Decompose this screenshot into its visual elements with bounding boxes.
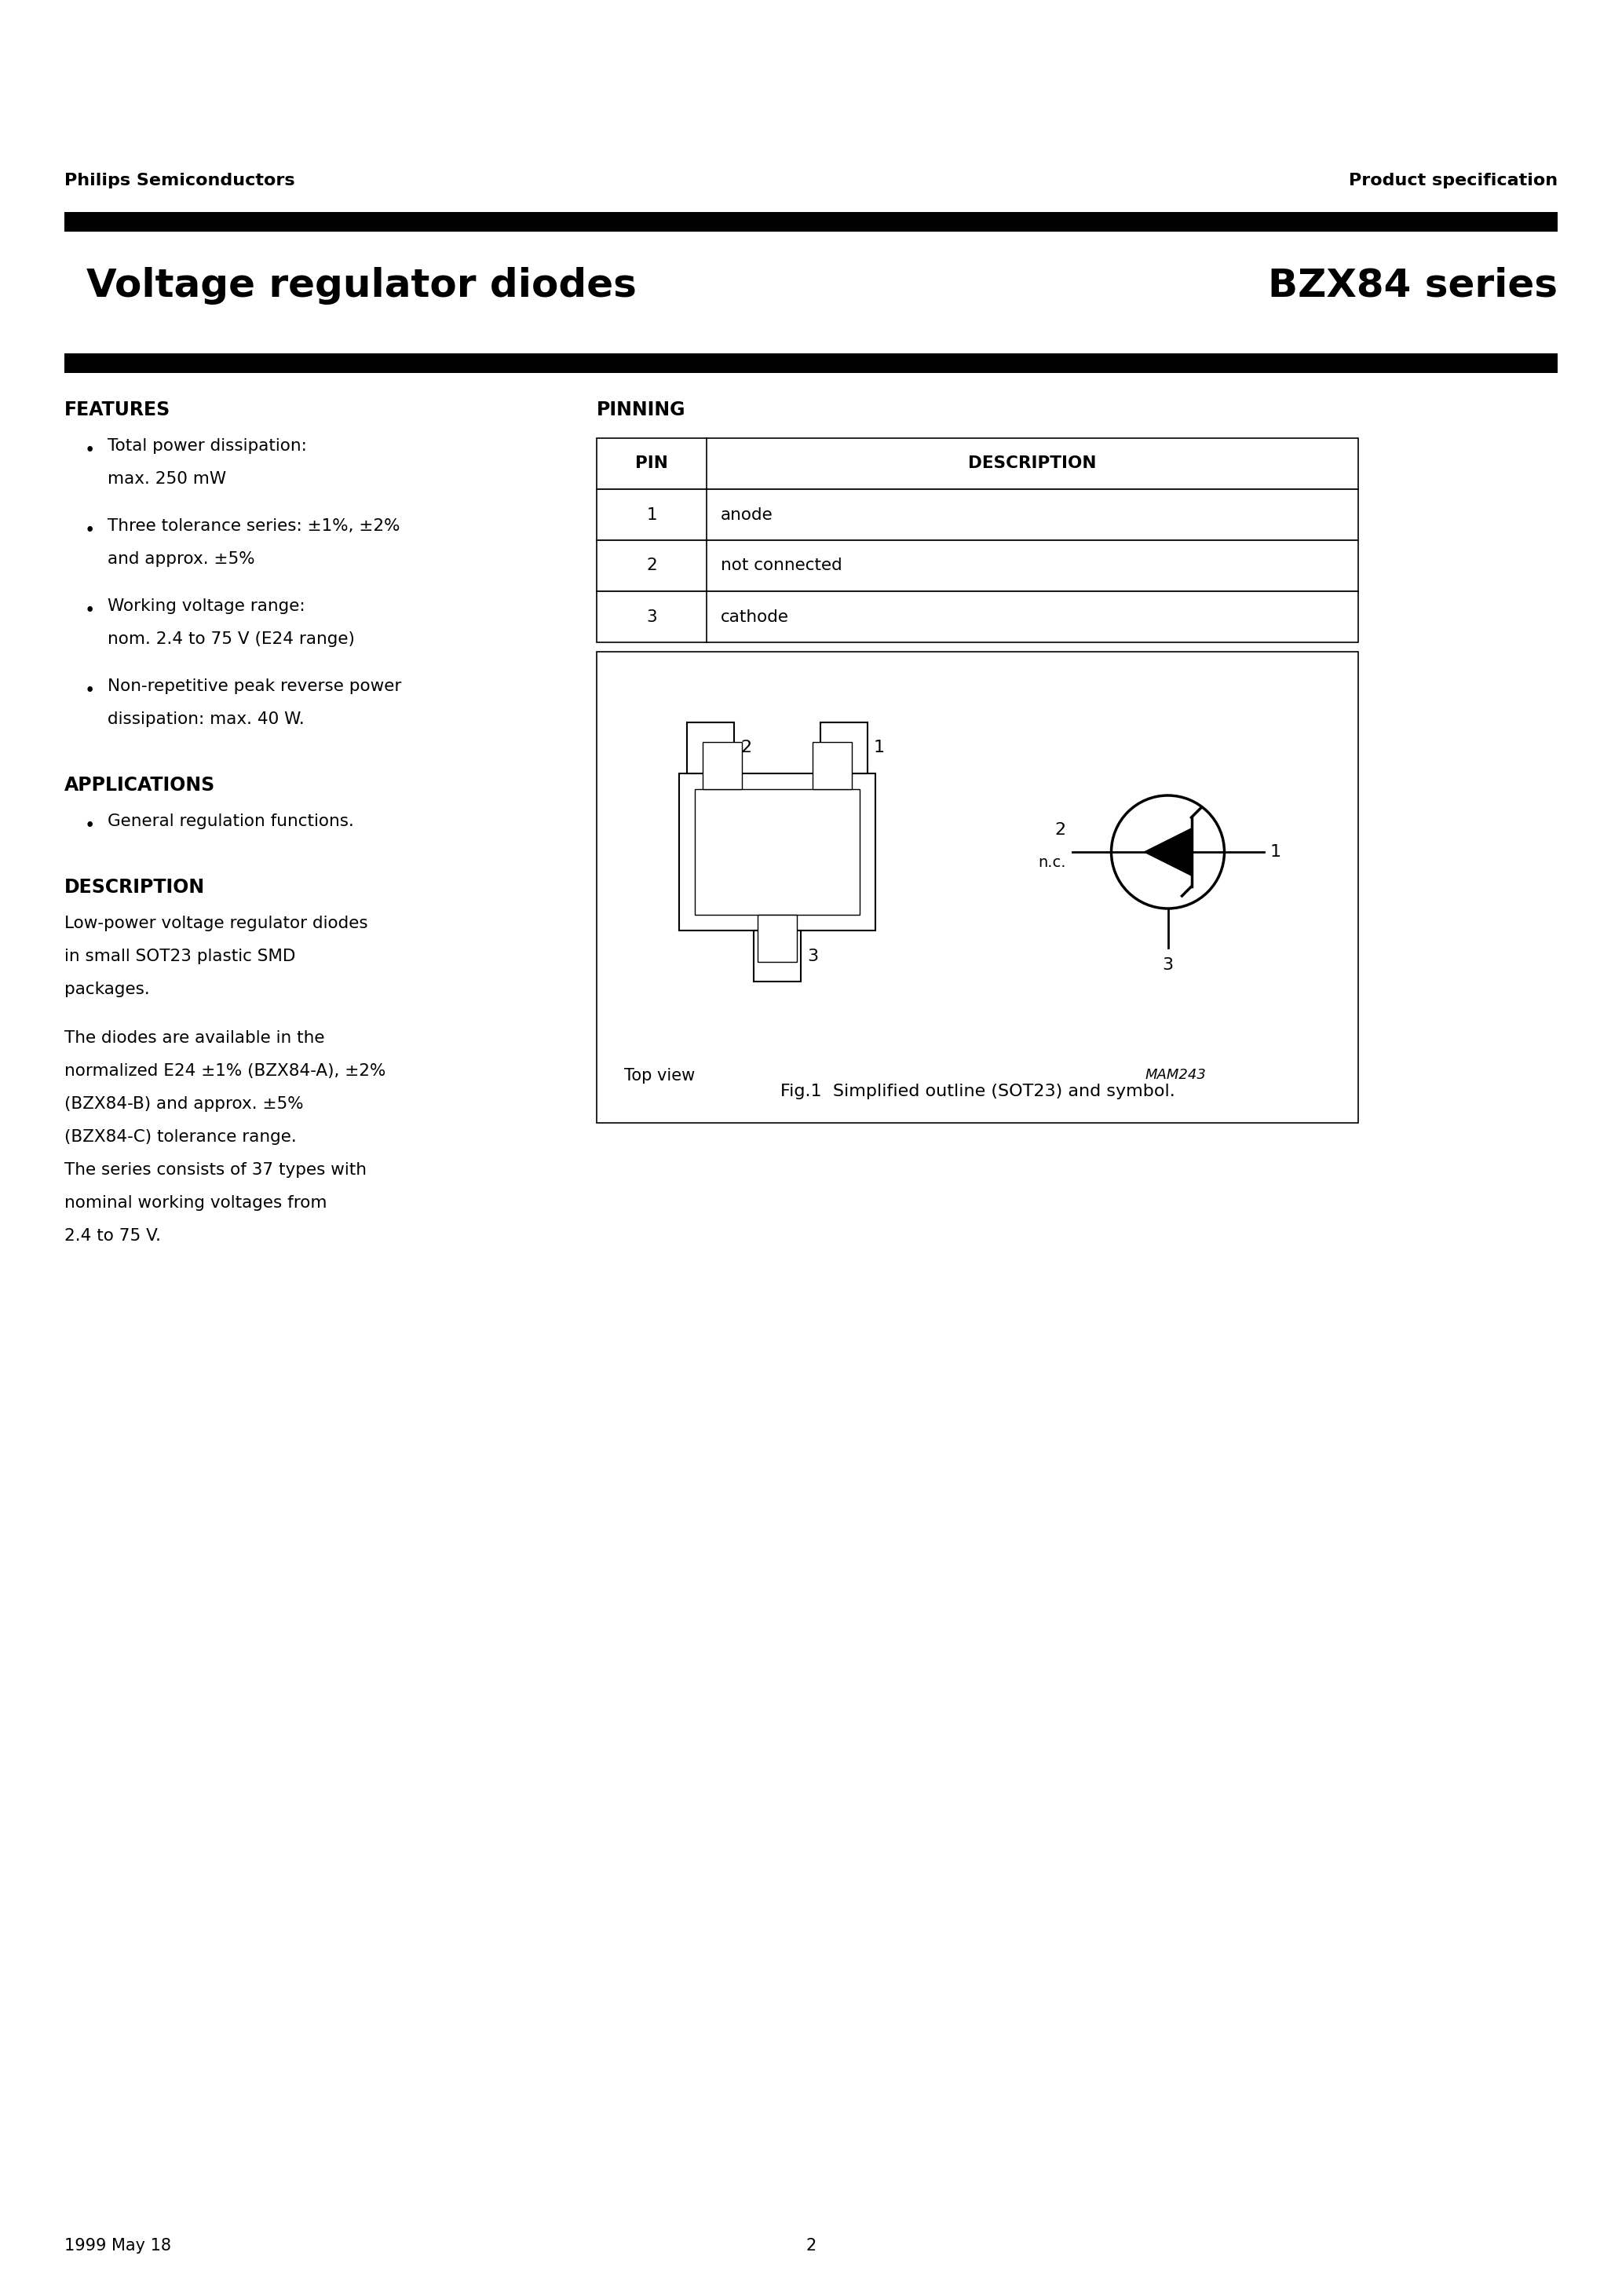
Text: BZX84 series: BZX84 series: [1268, 266, 1557, 305]
Text: 2.4 to 75 V.: 2.4 to 75 V.: [65, 1228, 161, 1244]
Bar: [813, 742, 852, 790]
Text: Fig.1  Simplified outline (SOT23) and symbol.: Fig.1 Simplified outline (SOT23) and sym…: [780, 1084, 1174, 1100]
Text: dissipation: max. 40 W.: dissipation: max. 40 W.: [107, 712, 305, 728]
Text: PIN: PIN: [636, 457, 668, 471]
Text: PINNING: PINNING: [597, 400, 686, 420]
Text: (BZX84-C) tolerance range.: (BZX84-C) tolerance range.: [65, 1130, 297, 1146]
Bar: [597, 489, 1358, 540]
Bar: [65, 354, 1557, 372]
Text: 3: 3: [646, 608, 657, 625]
Bar: [597, 540, 1358, 592]
Text: Philips Semiconductors: Philips Semiconductors: [65, 172, 295, 188]
Bar: [757, 914, 796, 962]
Bar: [597, 652, 1358, 1123]
Text: Voltage regulator diodes: Voltage regulator diodes: [86, 266, 636, 305]
Circle shape: [1111, 794, 1225, 909]
Text: (BZX84-B) and approx. ±5%: (BZX84-B) and approx. ±5%: [65, 1095, 303, 1111]
Text: max. 250 mW: max. 250 mW: [107, 471, 225, 487]
Text: •: •: [84, 441, 94, 459]
Text: Total power dissipation:: Total power dissipation:: [107, 439, 307, 455]
Text: 1: 1: [1270, 845, 1281, 859]
Text: 3: 3: [1163, 957, 1173, 974]
Text: 2: 2: [646, 558, 657, 574]
Text: not connected: not connected: [720, 558, 842, 574]
Text: The diodes are available in the: The diodes are available in the: [65, 1031, 324, 1047]
Bar: [754, 930, 801, 980]
Text: in small SOT23 plastic SMD: in small SOT23 plastic SMD: [65, 948, 295, 964]
Text: •: •: [84, 521, 94, 540]
Text: General regulation functions.: General regulation functions.: [107, 813, 354, 829]
Text: 2: 2: [1054, 822, 1066, 838]
Text: MAM243: MAM243: [1145, 1068, 1207, 1081]
Text: DESCRIPTION: DESCRIPTION: [65, 877, 204, 898]
Bar: [694, 790, 860, 914]
Text: Low-power voltage regulator diodes: Low-power voltage regulator diodes: [65, 916, 368, 932]
Text: •: •: [84, 602, 94, 620]
Text: The series consists of 37 types with: The series consists of 37 types with: [65, 1162, 367, 1178]
Bar: [702, 742, 741, 790]
Text: •: •: [84, 682, 94, 700]
Text: packages.: packages.: [65, 980, 149, 996]
Text: 1: 1: [874, 739, 886, 755]
Bar: [680, 774, 876, 930]
Text: 3: 3: [808, 948, 817, 964]
Bar: [65, 211, 1557, 232]
Text: nominal working voltages from: nominal working voltages from: [65, 1196, 328, 1210]
Text: nom. 2.4 to 75 V (E24 range): nom. 2.4 to 75 V (E24 range): [107, 631, 355, 647]
Text: Top view: Top view: [624, 1068, 694, 1084]
Bar: [597, 439, 1358, 489]
Text: APPLICATIONS: APPLICATIONS: [65, 776, 216, 794]
Bar: [688, 723, 735, 774]
Text: 2: 2: [806, 2239, 816, 2255]
Polygon shape: [1144, 829, 1192, 875]
Text: 2: 2: [740, 739, 751, 755]
Text: •: •: [84, 817, 94, 836]
Text: Non-repetitive peak reverse power: Non-repetitive peak reverse power: [107, 677, 402, 693]
Text: normalized E24 ±1% (BZX84-A), ±2%: normalized E24 ±1% (BZX84-A), ±2%: [65, 1063, 386, 1079]
Text: and approx. ±5%: and approx. ±5%: [107, 551, 255, 567]
Text: DESCRIPTION: DESCRIPTION: [968, 457, 1096, 471]
Text: Product specification: Product specification: [1348, 172, 1557, 188]
Text: FEATURES: FEATURES: [65, 400, 170, 420]
Text: Three tolerance series: ±1%, ±2%: Three tolerance series: ±1%, ±2%: [107, 519, 401, 535]
Text: Working voltage range:: Working voltage range:: [107, 599, 305, 613]
Text: 1: 1: [646, 507, 657, 523]
Text: cathode: cathode: [720, 608, 788, 625]
Text: anode: anode: [720, 507, 774, 523]
Bar: [821, 723, 868, 774]
Text: n.c.: n.c.: [1038, 854, 1066, 870]
Bar: [597, 592, 1358, 643]
Text: 1999 May 18: 1999 May 18: [65, 2239, 172, 2255]
